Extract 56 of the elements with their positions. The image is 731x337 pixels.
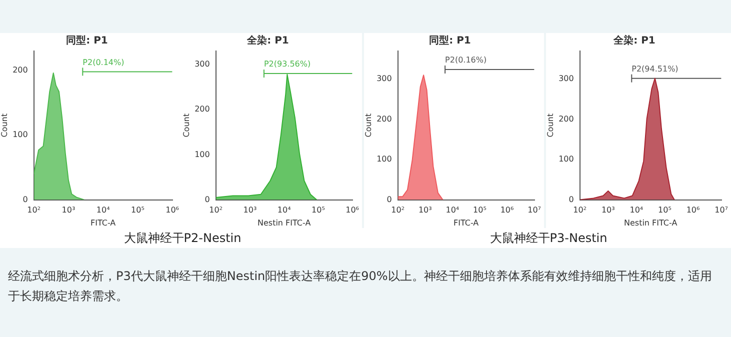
y-tick-label: 300	[194, 60, 210, 69]
y-tick-label: 100	[194, 150, 210, 159]
series-label: P2(94.51%)	[632, 64, 678, 74]
x-tick-label: 10³	[418, 206, 432, 215]
x-tick-label: 10⁴	[277, 206, 291, 215]
x-tick-label: 10⁷	[528, 206, 541, 215]
x-tick-label: 10⁶	[500, 206, 514, 215]
y-tick-label: 200	[194, 104, 210, 114]
y-tick-label: 100	[12, 130, 28, 140]
x-tick-label: 10⁵	[131, 206, 144, 215]
y-tick-label: 0	[22, 194, 28, 204]
y-axis-title: Count	[364, 114, 373, 138]
x-tick-label: 10³	[243, 206, 257, 215]
x-axis-title: FITC-A	[454, 218, 480, 228]
x-tick-label: 10⁵	[312, 206, 325, 215]
text: 经流式细胞术分析，P3代大鼠神经干细胞Nestin阳性表达率稳定在90%以上。神经干细胞培养体系能有效维持细胞干性和纯度，适用于长期稳定培养需求。	[8, 268, 713, 305]
y-tick-label: 0	[568, 194, 574, 204]
y-tick-label: 200	[558, 114, 574, 124]
chart-title: 全染: P1	[612, 34, 656, 47]
x-tick-label: 10⁶	[686, 206, 700, 215]
x-tick-label: 10³	[62, 206, 76, 215]
x-tick-label: 10⁴	[96, 206, 110, 215]
y-tick-label: 200	[12, 65, 28, 74]
y-tick-label: 0	[386, 194, 392, 204]
x-tick-label: 10²	[209, 206, 223, 215]
y-tick-label: 100	[376, 154, 392, 164]
x-tick-label: 10⁴	[630, 206, 644, 215]
chart-title: 同型: P1	[66, 34, 108, 47]
y-axis-title: Count	[0, 114, 9, 138]
x-axis-title: FITC-A	[90, 218, 116, 228]
x-axis-title: Nestin FITC-A	[624, 218, 678, 228]
y-axis-title: Count	[182, 114, 191, 138]
x-tick-label: 10²	[573, 206, 587, 215]
x-tick-label: 10⁶	[166, 206, 179, 215]
y-tick-label: 0	[204, 194, 210, 204]
text: 大鼠神经干P3-Nestin	[488, 230, 608, 247]
y-tick-label: 200	[376, 114, 392, 124]
chart-title: 同型: P1	[429, 34, 471, 47]
text: 大鼠神经干P2-Nestin	[122, 230, 242, 247]
x-tick-label: 10⁶	[346, 206, 359, 215]
series-label: P2(0.14%)	[82, 58, 124, 67]
x-tick-label: 10⁵	[473, 206, 486, 215]
y-tick-label: 100	[558, 154, 574, 164]
x-tick-label: 10²	[27, 206, 41, 215]
y-tick-label: 300	[376, 74, 392, 84]
x-tick-label: 10⁴	[446, 206, 460, 215]
chart-title: 全染: P1	[246, 34, 289, 47]
x-tick-label: 10⁵	[658, 206, 672, 215]
series-label: P2(0.16%)	[445, 56, 487, 65]
series-label: P2(93.56%)	[264, 60, 311, 69]
x-tick-label: 10³	[601, 206, 615, 215]
y-tick-label: 300	[558, 74, 574, 84]
y-axis-title: Count	[546, 114, 555, 138]
x-axis-title: Nestin FITC-A	[257, 218, 312, 228]
x-tick-label: 10²	[391, 206, 405, 215]
x-tick-label: 10⁷	[714, 206, 728, 215]
